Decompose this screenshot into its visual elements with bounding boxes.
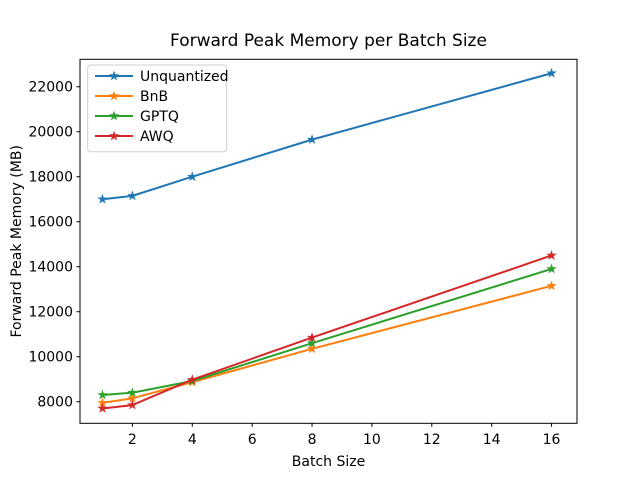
x-tick-label: 8 [308,432,317,448]
legend-label: Unquantized [140,69,229,85]
x-tick-label: 10 [363,432,381,448]
data-point-star-marker [127,399,138,410]
x-tick-label: 14 [483,432,501,448]
data-point-star-marker [97,397,108,408]
data-point-star-marker [306,337,318,348]
data-point-star-marker [306,343,318,354]
y-axis-label: Forward Peak Memory (MB) [9,145,25,337]
x-tick-label: 16 [543,432,561,448]
legend-entry-awq: AWQ [95,129,174,145]
legend-entry-gptq: GPTQ [95,109,179,125]
data-point-star-marker [97,193,108,204]
y-tick-label: 12000 [28,305,73,321]
legend-box [87,64,228,153]
data-point-star-marker [127,190,138,201]
series-awq [97,249,557,413]
series-unquantized [97,67,557,204]
x-tick-label: 6 [248,432,257,448]
plot-border [79,58,578,424]
legend-entry-unquantized: Unquantized [95,69,229,85]
chart-title: Forward Peak Memory per Batch Size [170,31,487,51]
x-tick-label: 12 [423,432,441,448]
x-tick-label: 4 [188,432,197,448]
axis-ticks [76,86,553,427]
data-point-star-marker [187,171,198,182]
data-point-star-marker [97,402,108,413]
y-tick-label: 8000 [37,395,73,411]
legend-star-marker [108,70,120,81]
data-point-star-marker [127,392,138,403]
y-tick-label: 10000 [28,350,73,366]
y-tick-label: 16000 [28,215,73,231]
x-axis-label: Batch Size [292,454,365,470]
data-point-star-marker [546,263,557,274]
legend: Unquantized BnB GPTQ AWQ [87,64,229,153]
data-point-star-marker [187,374,198,385]
data-point-star-marker [546,280,557,291]
y-tick-label: 14000 [28,260,73,276]
legend-star-marker [108,130,120,141]
data-point-star-marker [306,134,318,145]
legend-label: BnB [140,89,168,105]
legend-label: AWQ [140,129,174,145]
data-point-star-marker [546,249,557,260]
data-point-star-marker [97,389,108,400]
y-tick-label: 20000 [28,125,73,141]
legend-label: GPTQ [140,109,179,125]
y-tick-label: 22000 [28,80,73,96]
data-point-star-marker [306,332,318,343]
legend-star-marker [108,90,120,101]
legend-entry-bnb: BnB [95,89,168,105]
legend-star-marker [108,110,120,121]
y-tick-label: 18000 [28,170,73,186]
x-tick-label: 2 [128,432,137,448]
data-point-star-marker [127,387,138,398]
data-point-star-marker [546,67,557,78]
